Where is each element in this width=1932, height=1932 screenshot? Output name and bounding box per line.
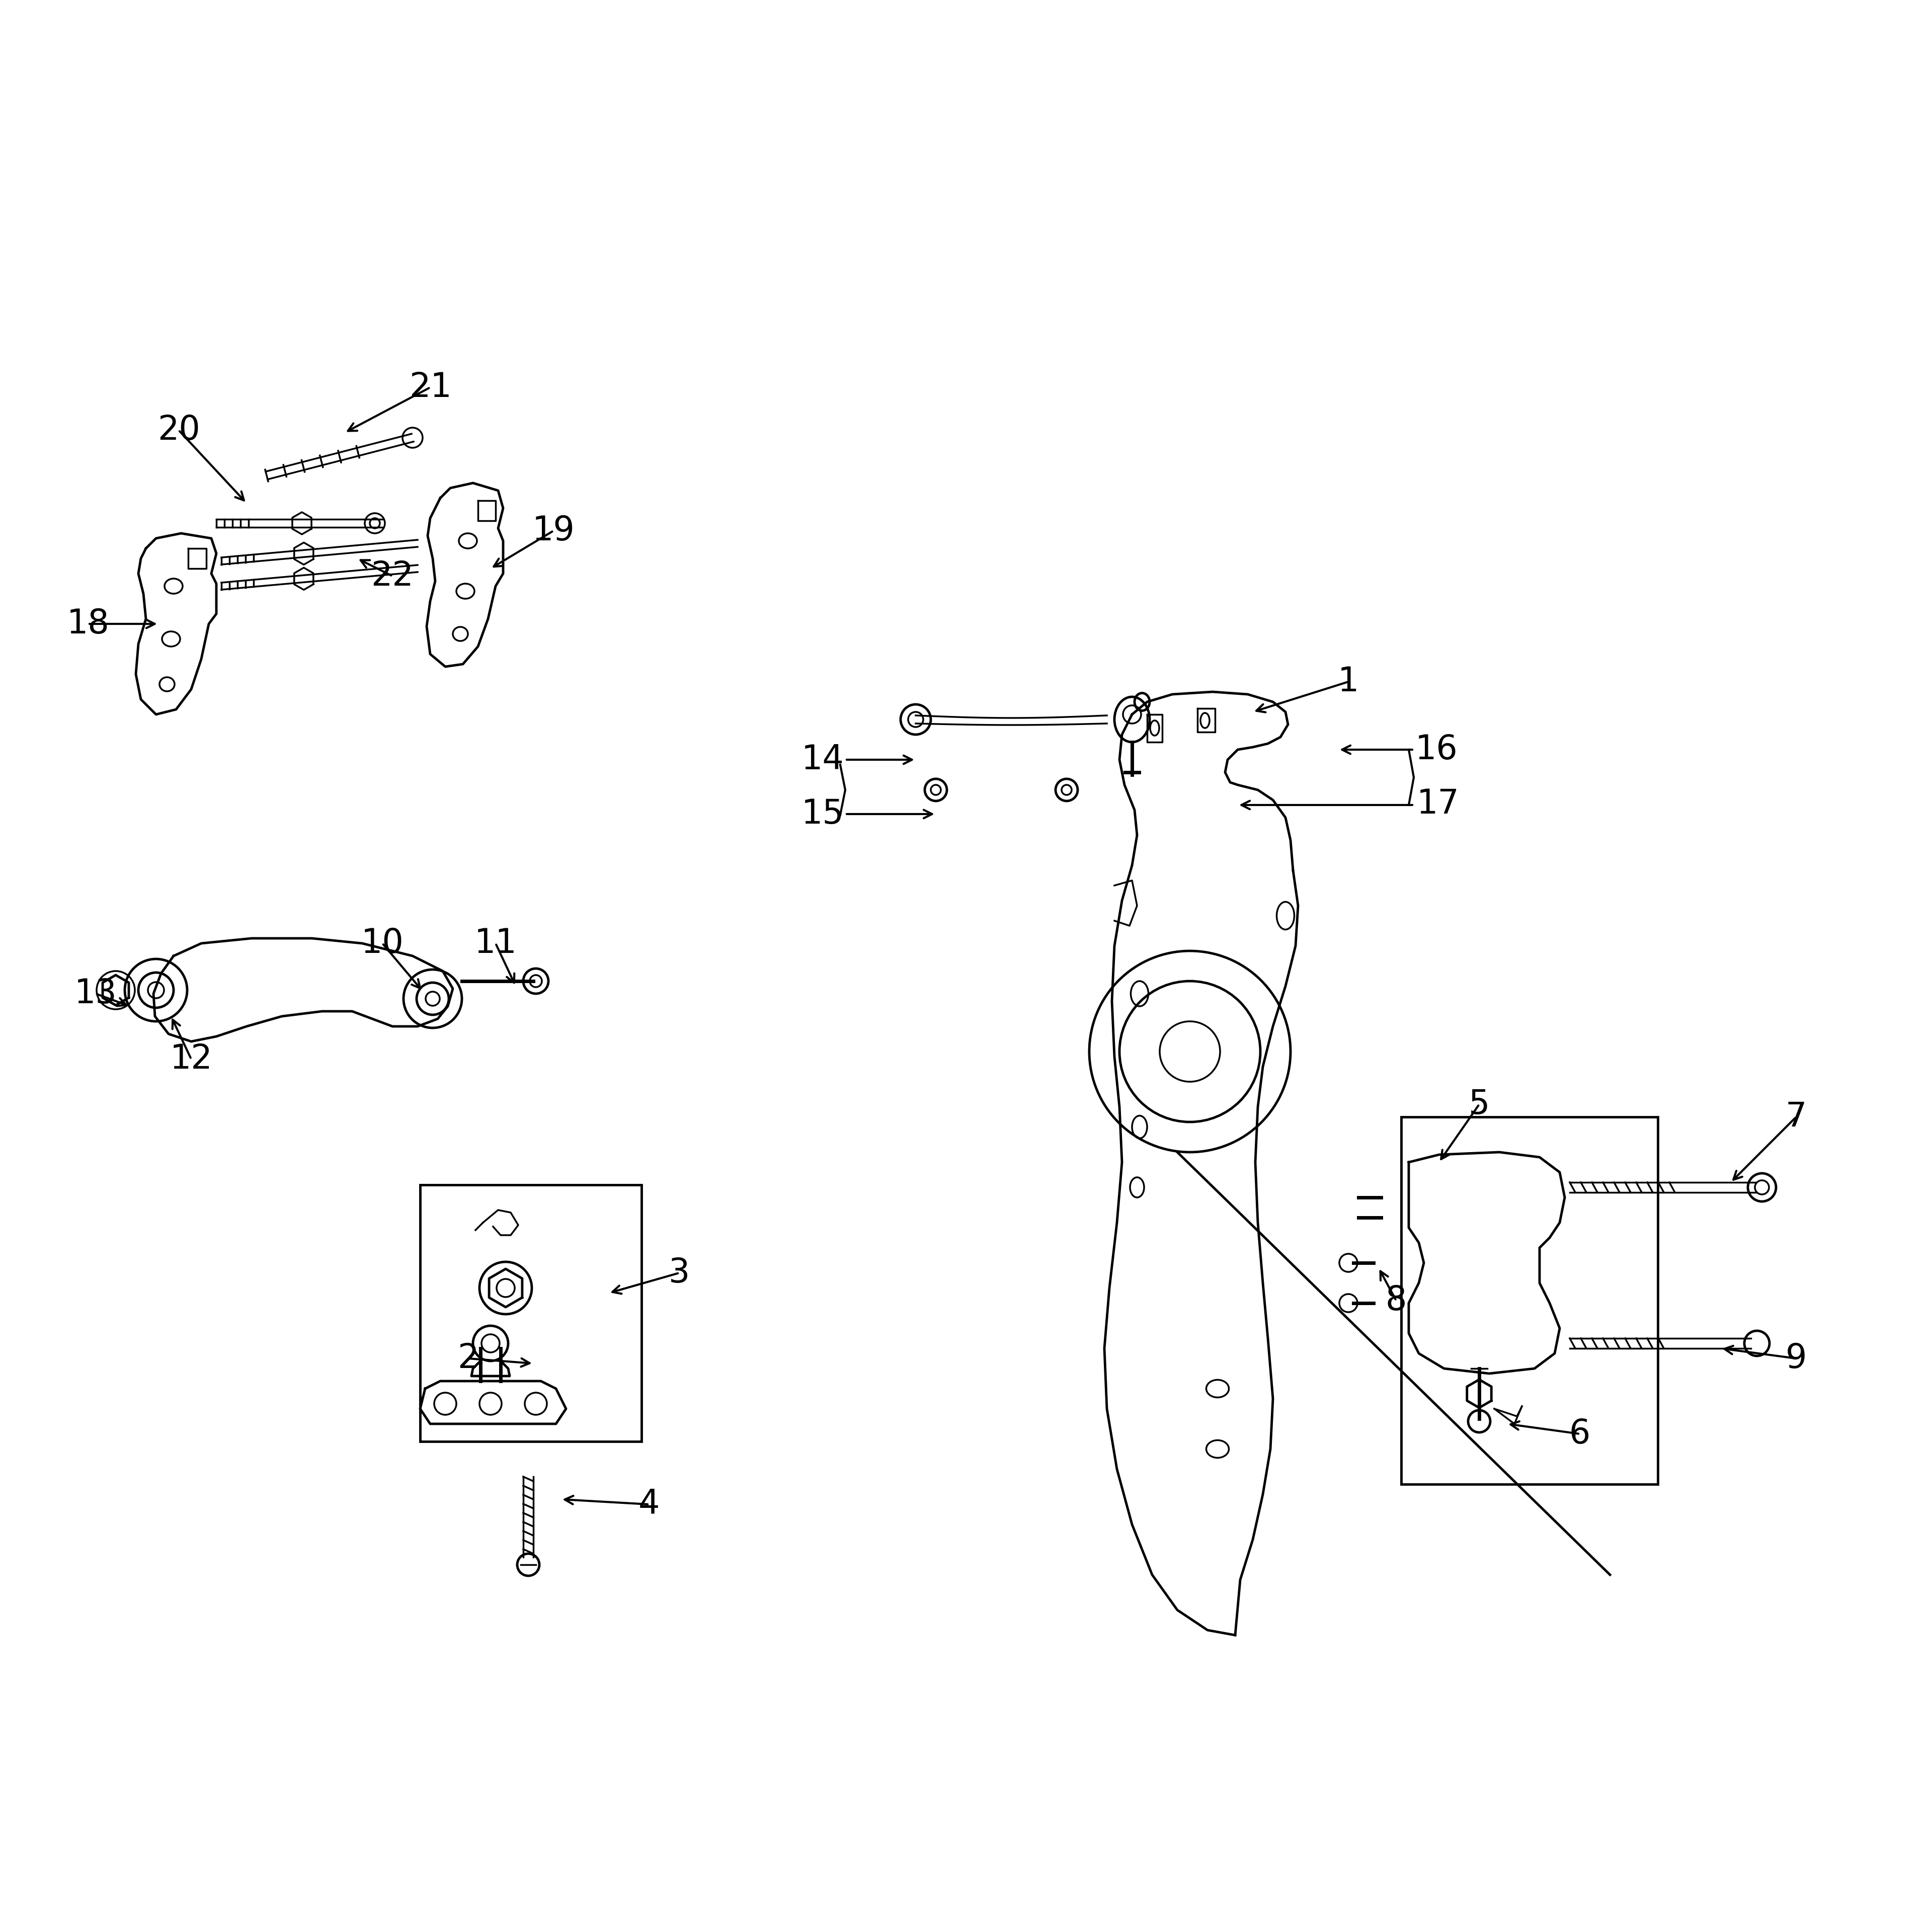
Text: 5: 5 [1468,1088,1490,1121]
Text: 14: 14 [802,744,844,777]
Text: 19: 19 [531,514,574,547]
Bar [1401,1117,1658,1484]
Text: 13: 13 [73,978,118,1010]
Text: 8: 8 [1385,1285,1406,1318]
Text: 17: 17 [1416,788,1459,821]
Text: 9: 9 [1785,1343,1806,1376]
Text: 12: 12 [170,1043,213,1076]
Text: 20: 20 [156,413,199,446]
Text: 21: 21 [410,371,452,404]
Text: 11: 11 [473,927,518,960]
Text: 4: 4 [638,1488,659,1520]
Text: 6: 6 [1569,1418,1590,1451]
Text: 1: 1 [1337,665,1358,697]
Bar [419,1184,641,1441]
Text: 18: 18 [68,607,110,641]
Text: 16: 16 [1414,732,1459,767]
Text: 7: 7 [1785,1101,1806,1134]
Text: 2: 2 [458,1343,479,1376]
Text: 3: 3 [668,1256,690,1289]
Text: 22: 22 [371,560,413,593]
Text: 15: 15 [802,798,844,831]
Text: 10: 10 [361,927,404,960]
